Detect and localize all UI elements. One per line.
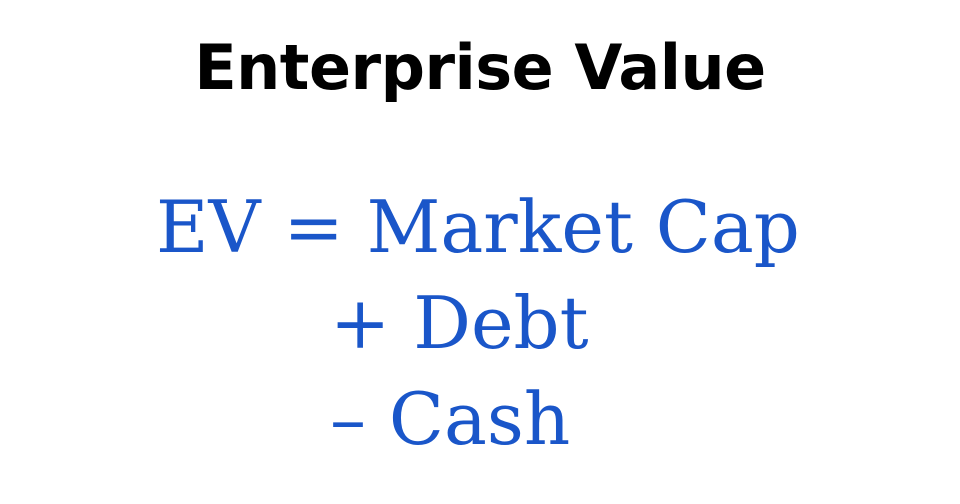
formula-line-cash: – Cash <box>330 377 571 461</box>
formula-line-market-cap: EV = Market Cap <box>156 185 800 269</box>
formula-line-debt: + Debt <box>330 281 589 365</box>
page-title: Enterprise Value <box>194 31 766 104</box>
